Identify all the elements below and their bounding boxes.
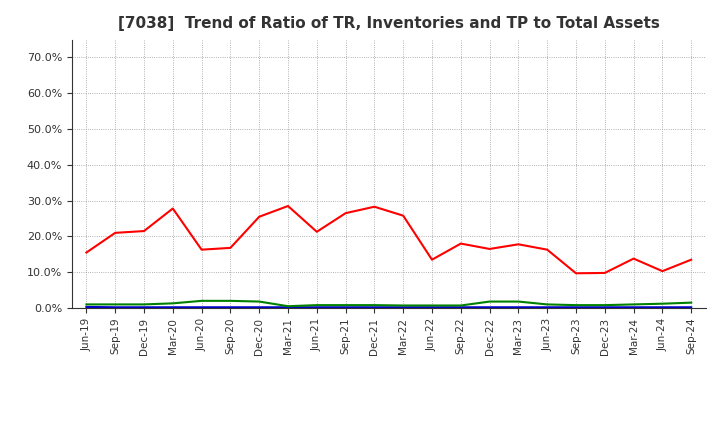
Trade Payables [399, 303, 408, 308]
Trade Payables [82, 302, 91, 307]
Trade Payables [226, 298, 235, 304]
Inventories [226, 304, 235, 310]
Inventories [255, 304, 264, 310]
Trade Payables [456, 303, 465, 308]
Inventories [168, 304, 177, 310]
Trade Receivables [543, 247, 552, 252]
Trade Payables [600, 302, 609, 308]
Inventories [82, 304, 91, 310]
Trade Payables [687, 300, 696, 305]
Trade Receivables [312, 229, 321, 235]
Trade Receivables [226, 245, 235, 250]
Trade Receivables [600, 270, 609, 275]
Inventories [600, 304, 609, 310]
Trade Payables [543, 302, 552, 307]
Trade Payables [629, 302, 638, 307]
Trade Payables [341, 302, 350, 308]
Trade Receivables [629, 256, 638, 261]
Inventories [543, 304, 552, 310]
Inventories [514, 304, 523, 310]
Inventories [658, 304, 667, 310]
Trade Payables [111, 302, 120, 307]
Inventories [197, 304, 206, 310]
Trade Receivables [399, 213, 408, 218]
Trade Payables [370, 302, 379, 308]
Line: Trade Receivables: Trade Receivables [86, 206, 691, 273]
Trade Receivables [341, 210, 350, 216]
Title: [7038]  Trend of Ratio of TR, Inventories and TP to Total Assets: [7038] Trend of Ratio of TR, Inventories… [118, 16, 660, 32]
Trade Receivables [197, 247, 206, 252]
Trade Receivables [255, 214, 264, 220]
Inventories [312, 304, 321, 310]
Trade Receivables [168, 206, 177, 211]
Trade Receivables [111, 230, 120, 235]
Trade Receivables [572, 271, 580, 276]
Inventories [140, 304, 148, 310]
Trade Payables [485, 299, 494, 304]
Inventories [572, 304, 580, 310]
Inventories [111, 304, 120, 310]
Trade Payables [284, 304, 292, 309]
Trade Receivables [514, 242, 523, 247]
Inventories [341, 304, 350, 310]
Trade Receivables [82, 250, 91, 255]
Trade Payables [428, 303, 436, 308]
Trade Receivables [687, 257, 696, 262]
Trade Receivables [456, 241, 465, 246]
Inventories [399, 304, 408, 310]
Trade Payables [140, 302, 148, 307]
Trade Payables [514, 299, 523, 304]
Trade Receivables [485, 246, 494, 252]
Trade Receivables [658, 268, 667, 274]
Trade Payables [658, 301, 667, 306]
Inventories [456, 304, 465, 310]
Inventories [687, 304, 696, 310]
Line: Trade Payables: Trade Payables [86, 301, 691, 306]
Trade Payables [197, 298, 206, 304]
Inventories [428, 304, 436, 310]
Trade Payables [255, 299, 264, 304]
Trade Payables [312, 302, 321, 308]
Trade Receivables [284, 203, 292, 209]
Trade Payables [168, 301, 177, 306]
Trade Receivables [370, 204, 379, 209]
Trade Receivables [428, 257, 436, 262]
Trade Payables [572, 302, 580, 308]
Inventories [629, 304, 638, 310]
Trade Receivables [140, 228, 148, 234]
Inventories [485, 304, 494, 310]
Inventories [370, 304, 379, 310]
Inventories [284, 304, 292, 310]
